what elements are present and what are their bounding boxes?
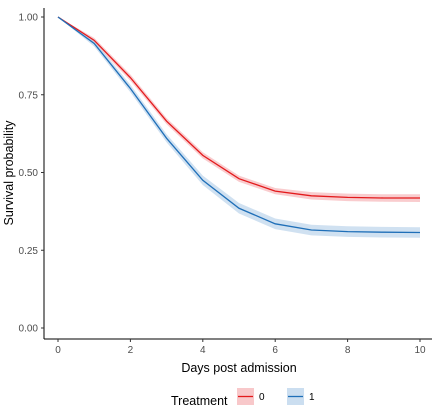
legend-title: Treatment	[171, 394, 228, 408]
y-tick-label: 0.75	[19, 90, 39, 101]
confidence-band-0	[58, 17, 420, 203]
y-tick-label: 0.50	[19, 168, 39, 179]
x-tick-label: 2	[128, 345, 134, 356]
legend: Treatment 0 1	[171, 388, 315, 408]
y-tick-label: 1.00	[19, 13, 39, 24]
confidence-bands	[58, 17, 420, 238]
survival-line-0	[57, 16, 420, 199]
x-axis-title: Days post admission	[181, 361, 296, 375]
legend-label-0: 0	[259, 392, 265, 403]
y-tick-label: 0.00	[19, 324, 39, 335]
x-tick-label: 4	[200, 345, 206, 356]
x-tick-label: 8	[345, 345, 351, 356]
legend-label-1: 1	[309, 392, 315, 403]
confidence-band-1	[58, 17, 420, 238]
x-tick-label: 0	[55, 345, 61, 356]
x-tick-label: 10	[414, 345, 426, 356]
survival-lines	[57, 16, 421, 234]
x-axis-ticks: 0 2 4 6 8 10	[55, 339, 426, 356]
y-axis-title: Survival probability	[2, 120, 16, 226]
survival-line-1	[57, 16, 421, 234]
y-axis-ticks: 0.00 0.25 0.50 0.75 1.00	[19, 13, 44, 335]
x-tick-label: 6	[272, 345, 278, 356]
y-tick-label: 0.25	[19, 246, 39, 257]
